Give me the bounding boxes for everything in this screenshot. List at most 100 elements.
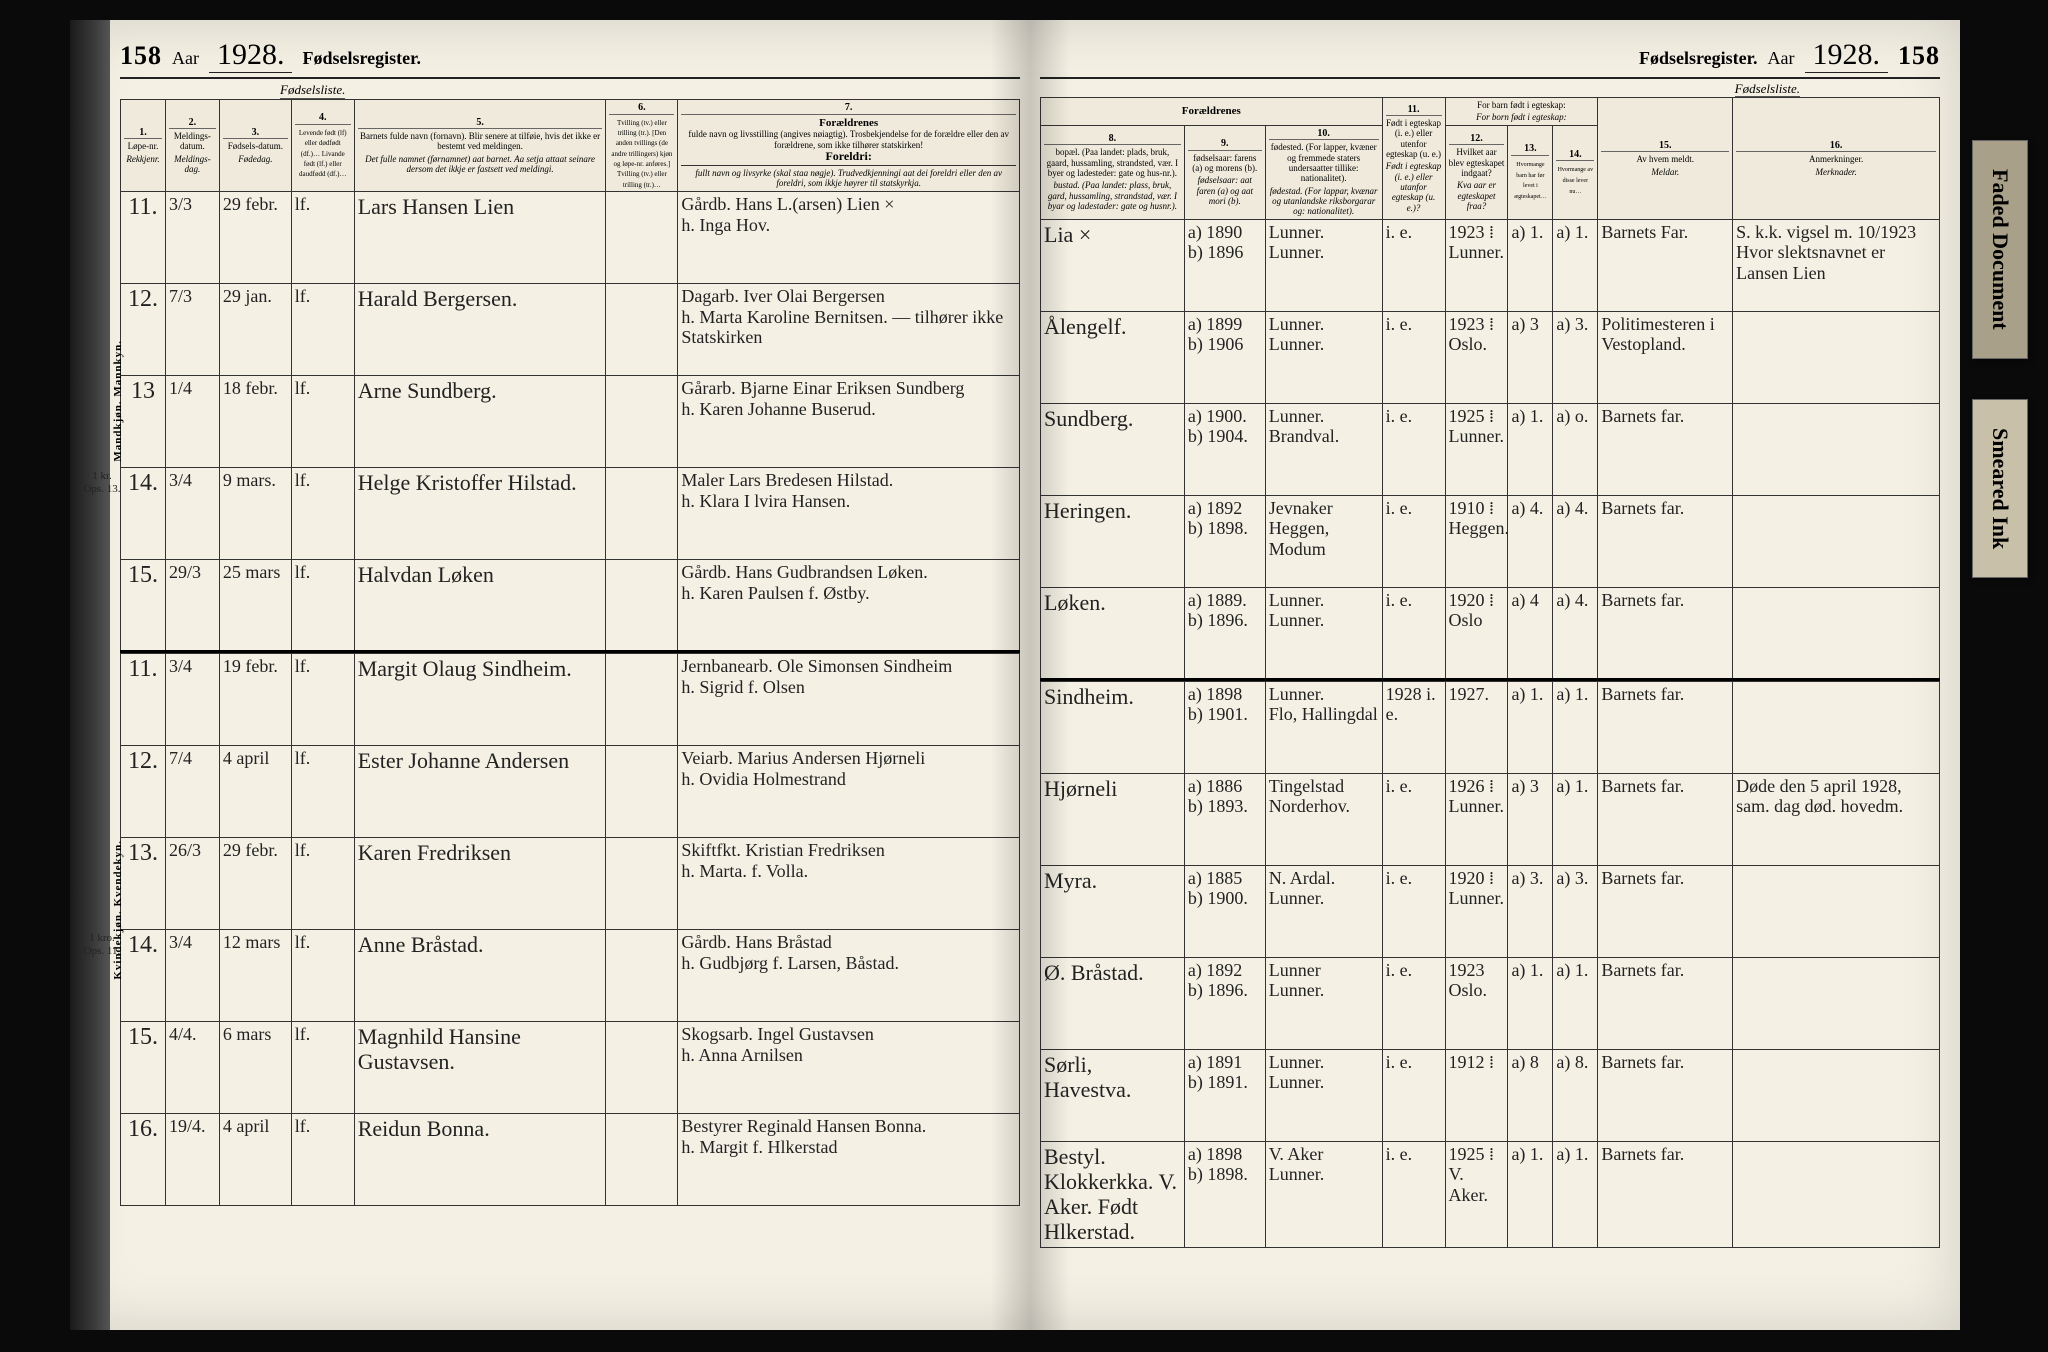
cell-meldingsdatum: 4/4. [165,1021,219,1113]
cell-c13: a) 1. [1508,403,1553,495]
cell-egteskap-aar: 1923 Oslo. [1445,957,1508,1049]
table-body-right: Lia ×a) 1890b) 1896Lunner.Lunner.i. e.19… [1041,219,1940,1247]
cell-meldt: Barnets far. [1598,1049,1733,1141]
cell-fodselsaar: a) 1900.b) 1904. [1184,403,1265,495]
cell-c14: a) 1. [1553,681,1598,773]
spine-shadow-left [990,20,1030,1330]
cell-anmerkninger [1733,587,1940,679]
cell-lf-df: lf. [291,283,354,375]
cell-lf-df: lf. [291,191,354,283]
cell-meldt: Barnets far. [1598,403,1733,495]
cell-navn: Margit Olaug Sindheim. [354,653,606,745]
cell-ie-ue: i. e. [1382,865,1445,957]
cell-ie-ue: i. e. [1382,957,1445,1049]
cell-tvilling [606,1021,678,1113]
cell-c13: a) 1. [1508,219,1553,311]
cell-meldingsdatum: 3/4 [165,653,219,745]
cell-tvilling [606,467,678,559]
spine-shadow-right [1030,20,1070,1330]
cell-meldingsdatum: 26/3 [165,837,219,929]
right-page: Fødselsregister. Aar 1928. 158 Fødselsli… [1030,20,1960,1330]
cell-foreldre: Maler Lars Bredesen Hilstad.h. Klara I l… [678,467,1020,559]
cell-meldt: Barnets Far. [1598,219,1733,311]
cell-tvilling [606,745,678,837]
cell-c14: a) 8. [1553,1049,1598,1141]
cell-lf-df: lf. [291,653,354,745]
cell-fodselsdatum: 4 april [219,745,291,837]
cell-meldt: Barnets far. [1598,957,1733,1049]
col-15-header: 15.Av hvem meldt.Meldar. [1598,98,1733,220]
cell-fodselsdatum: 29 febr. [219,837,291,929]
table-row: 1 kr. Ops. 13.14.3/49 mars.lf.Helge Kris… [121,467,1020,559]
cell-c14: a) 4. [1553,587,1598,679]
cell-meldingsdatum: 3/4 [165,929,219,1021]
cell-navn: Karen Fredriksen [354,837,606,929]
cell-fodselsdatum: 6 mars [219,1021,291,1113]
cell-anmerkninger [1733,403,1940,495]
subtitle-left: Fødselsliste. [280,82,345,99]
cell-fodselsdatum: 4 april [219,1113,291,1205]
register-table-left: 1.Løpe-nr.Rekkjenr. 2.Meldings-datum.Mel… [120,99,1020,1206]
table-row: Bestyl. Klokkerkka. V. Aker. Født Hlkers… [1041,1141,1940,1247]
cell-lf-df: lf. [291,375,354,467]
cell-egteskap-aar: 1925 ⁞ Lunner. [1445,403,1508,495]
cell-tvilling [606,837,678,929]
table-header-left: 1.Løpe-nr.Rekkjenr. 2.Meldings-datum.Mel… [121,100,1020,192]
cell-lopenr: 12. [121,283,166,375]
cell-anmerkninger [1733,957,1940,1049]
cell-egteskap-aar: 1927. [1445,681,1508,773]
table-header-right: Forældrenes 11.Født i egteskap (i. e.) e… [1041,98,1940,220]
cell-navn: Lars Hansen Lien [354,191,606,283]
cell-lf-df: lf. [291,559,354,651]
cell-c13: a) 8 [1508,1049,1553,1141]
cell-lopenr: 15. [121,1021,166,1113]
cell-ie-ue: i. e. [1382,219,1445,311]
register-table-right: Forældrenes 11.Født i egteskap (i. e.) e… [1040,97,1940,1248]
cell-egteskap-aar: 1920 ⁞ Lunner. [1445,865,1508,957]
cell-tvilling [606,653,678,745]
cell-fodested: Lunner.Lunner. [1265,1049,1382,1141]
table-row: Heringen.a) 1892b) 1898.JevnakerHeggen, … [1041,495,1940,587]
cell-navn: Anne Bråstad. [354,929,606,1021]
scanned-spread: 158 Aar 1928. Fødselsregister. Fødselsli… [70,20,1960,1330]
tab-faded-document[interactable]: Faded Document [1972,140,2028,359]
register-title-left: Fødselsregister. [302,48,421,69]
cell-fodselsdatum: 25 mars [219,559,291,651]
cell-egteskap-aar: 1910 ⁞ Heggen. [1445,495,1508,587]
tab-smeared-ink[interactable]: Smeared Ink [1972,399,2028,578]
cell-lopenr: 12. [121,745,166,837]
cell-lopenr: 11. [121,191,166,283]
table-row: 1 kro. Ops. 11.14.3/412 marslf.Anne Brås… [121,929,1020,1021]
cell-c13: a) 3. [1508,865,1553,957]
cell-lf-df: lf. [291,467,354,559]
page-number-right: 158 [1898,41,1940,71]
cell-lf-df: lf. [291,1113,354,1205]
table-body-left: 11.3/329 febr.lf.Lars Hansen LienGårdb. … [121,191,1020,1205]
table-row: 131/418 febr.lf.Arne Sundberg.Gårarb. Bj… [121,375,1020,467]
cell-fodested: V. AkerLunner. [1265,1141,1382,1247]
cell-c14: a) 1. [1553,1141,1598,1247]
cell-fodselsaar: a) 1892b) 1896. [1184,957,1265,1049]
table-row: Sundberg.a) 1900.b) 1904.Lunner.Brandval… [1041,403,1940,495]
archive-tabs: Faded Document Smeared Ink [1972,140,2028,578]
year-handwritten-right: 1928. [1805,38,1889,73]
cell-anmerkninger [1733,495,1940,587]
table-row: Myra.a) 1885b) 1900.N. Ardal.Lunner.i. e… [1041,865,1940,957]
cell-fodselsaar: a) 1890b) 1896 [1184,219,1265,311]
cell-meldt: Barnets far. [1598,587,1733,679]
col-2-header: 2.Meldings-datum.Meldings-dag. [165,100,219,192]
cell-fodselsdatum: 19 febr. [219,653,291,745]
cell-ie-ue: i. e. [1382,495,1445,587]
cell-lopenr: 1 kr. Ops. 13.14. [121,467,166,559]
cell-meldingsdatum: 7/3 [165,283,219,375]
cell-fodselsaar: a) 1889.b) 1896. [1184,587,1265,679]
cell-fodselsdatum: 12 mars [219,929,291,1021]
cell-fodselsaar: a) 1892b) 1898. [1184,495,1265,587]
cell-tvilling [606,375,678,467]
cell-fodested: N. Ardal.Lunner. [1265,865,1382,957]
aar-label: Aar [172,48,199,69]
cell-lopenr: 11. [121,653,166,745]
cell-c13: a) 1. [1508,957,1553,1049]
cell-c14: a) 3. [1553,311,1598,403]
cell-lf-df: lf. [291,1021,354,1113]
